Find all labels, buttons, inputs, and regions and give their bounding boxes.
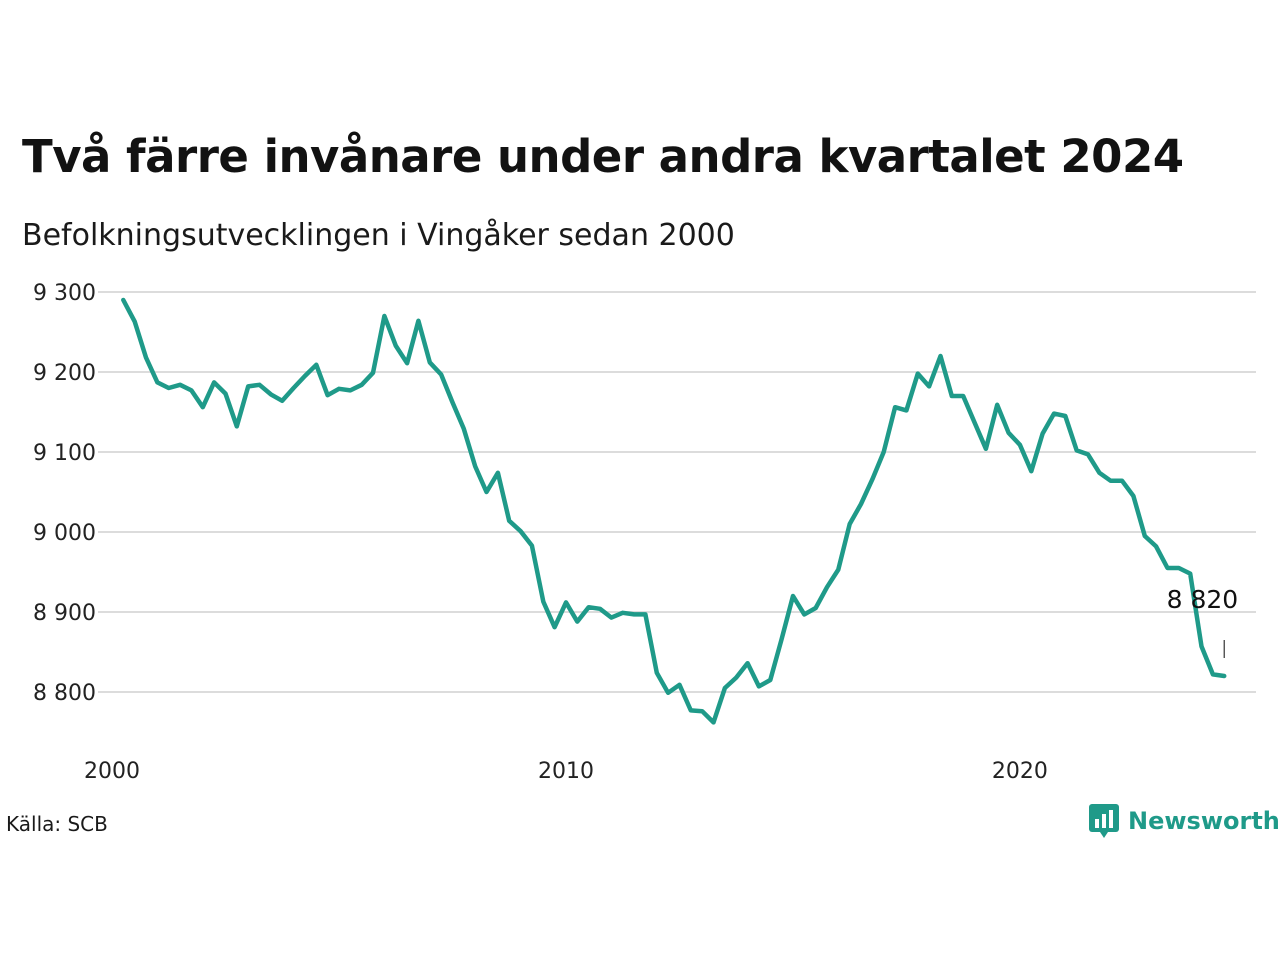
y-tick-label: 9 100 <box>33 441 96 466</box>
y-tick-label: 9 000 <box>33 521 96 546</box>
x-tick-label: 2000 <box>84 759 140 784</box>
source-note: Källa: SCB <box>6 812 108 836</box>
end-value-label: 8 820 <box>1167 585 1239 614</box>
y-tick-label: 9 200 <box>33 361 96 386</box>
x-axis-ticks: 2000 2010 2020 <box>84 759 1048 784</box>
series-layer <box>121 297 1227 725</box>
chart-subtitle: Befolkningsutvecklingen i Vingåker sedan… <box>22 218 735 253</box>
x-tick-label: 2020 <box>992 759 1048 784</box>
grid-lines <box>98 291 1256 693</box>
y-tick-label: 8 900 <box>33 601 96 626</box>
newsworthy-logo[interactable]: Newsworthy <box>1088 803 1280 839</box>
newsworthy-logo-icon <box>1089 804 1119 838</box>
y-tick-label: 9 300 <box>33 281 96 306</box>
series-line <box>121 297 1227 725</box>
end-label-layer: 8 820 <box>1167 585 1239 658</box>
x-tick-label: 2010 <box>538 759 594 784</box>
y-tick-label: 8 800 <box>33 681 96 706</box>
y-axis-ticks: 8 800 8 900 9 000 9 100 9 200 9 300 <box>33 281 96 706</box>
brand-name: Newsworthy <box>1128 807 1280 835</box>
chart-title: Två färre invånare under andra kvartalet… <box>22 130 1184 183</box>
